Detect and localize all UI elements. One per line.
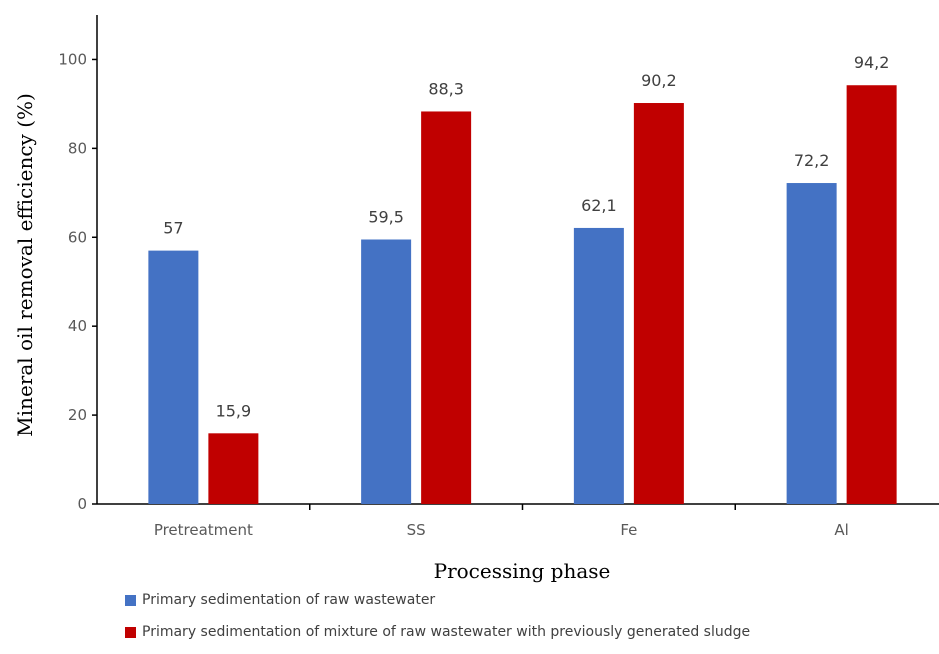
y-tick-label: 80	[68, 139, 87, 157]
y-tick-label: 20	[68, 406, 87, 424]
data-label: 57	[163, 219, 183, 238]
legend-item-series-2: Primary sedimentation of mixture of raw …	[125, 622, 750, 642]
bar	[786, 183, 837, 504]
bar	[421, 111, 472, 504]
data-label: 72,2	[794, 151, 830, 170]
bar-chart: 0 20 40 60 80 100 Pretreatment 57 15,9 SS 59,5 88,3…	[13, 15, 939, 583]
data-label: 88,3	[428, 79, 464, 98]
y-axis-title: Mineral oil removal efficiency (%)	[13, 93, 37, 437]
bar	[148, 250, 199, 504]
y-tick-label: 40	[68, 317, 87, 335]
data-label: 62,1	[581, 196, 617, 215]
x-tick-label: Al	[834, 521, 848, 539]
bar	[361, 239, 412, 504]
data-label: 94,2	[854, 53, 890, 72]
legend-label: Primary sedimentation of mixture of raw …	[142, 624, 751, 640]
y-tick-label: 100	[58, 50, 87, 68]
bar	[846, 85, 897, 504]
y-tick-label: 0	[77, 495, 87, 513]
bar	[633, 103, 684, 505]
x-tick-label: SS	[407, 521, 426, 539]
y-tick-label: 60	[68, 228, 87, 246]
data-label: 15,9	[216, 401, 252, 420]
data-label: 90,2	[641, 71, 677, 90]
bar	[573, 227, 624, 505]
legend-swatch-red	[125, 626, 136, 638]
data-label: 59,5	[368, 207, 404, 226]
bar	[208, 433, 259, 504]
x-axis-title: Processing phase	[434, 559, 611, 583]
plot-area: 0 20 40 60 80 100 Pretreatment 57 15,9 SS 59,5 88,3…	[58, 15, 939, 539]
x-tick-label: Fe	[620, 521, 637, 539]
legend-label: Primary sedimentation of raw wastewater	[142, 592, 436, 608]
legend: Primary sedimentation of raw wastewater …	[125, 590, 750, 654]
legend-item-series-1: Primary sedimentation of raw wastewater	[125, 590, 750, 610]
x-tick-label: Pretreatment	[154, 521, 253, 539]
legend-swatch-blue	[125, 594, 136, 606]
